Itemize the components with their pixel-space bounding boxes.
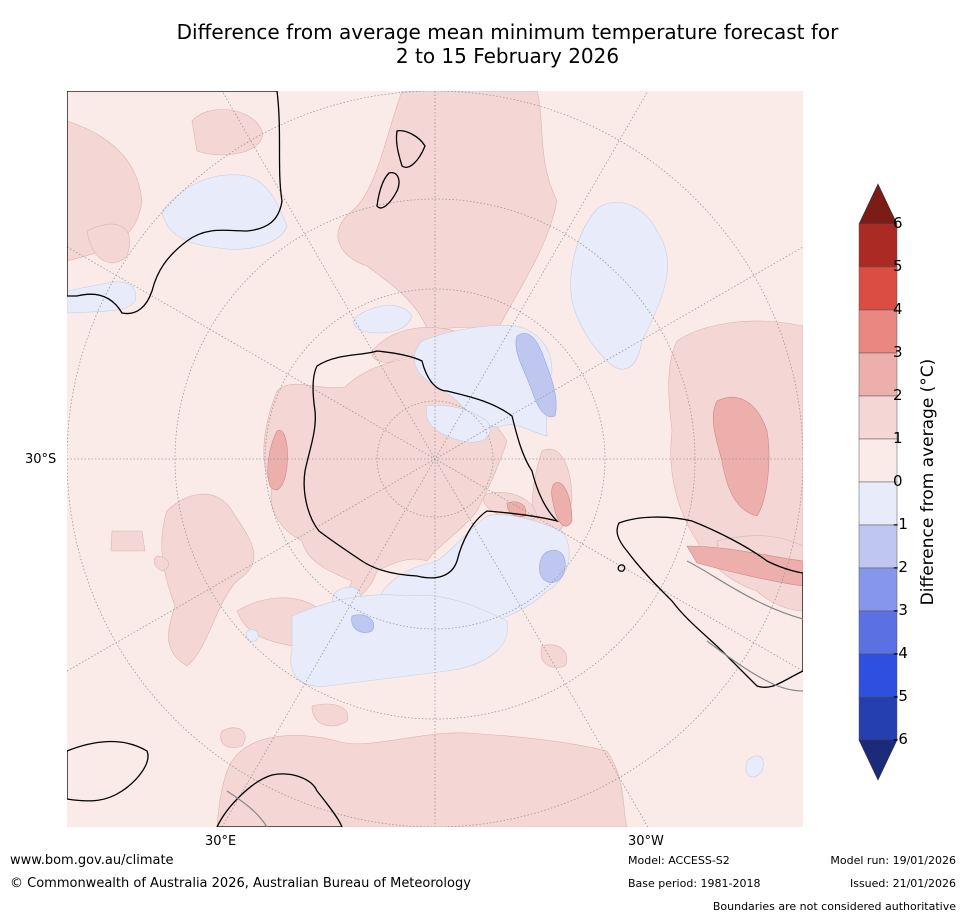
title-line-1: Difference from average mean minimum tem…	[176, 20, 839, 44]
colorbar-tick-label: 4	[893, 300, 903, 318]
new-zealand-south-coastline	[376, 172, 400, 209]
anomaly-area	[245, 629, 259, 642]
colorbar-level	[858, 524, 898, 569]
issued-text: Issued: 21/01/2026	[849, 877, 956, 890]
new-zealand-coastline	[395, 130, 426, 168]
antarctica-coastline	[303, 350, 560, 579]
country-border	[686, 560, 803, 620]
anomaly-area	[86, 223, 130, 264]
anomaly-area	[290, 594, 508, 687]
colorbar-level	[858, 309, 898, 354]
colorbar-level	[858, 438, 898, 483]
colorbar-tick-label: -3	[893, 601, 908, 619]
anomaly-area	[161, 174, 288, 250]
colorbar-extend-top	[858, 183, 898, 225]
anomaly-area	[161, 493, 255, 667]
anomaly-area	[311, 703, 349, 727]
colorbar-level	[858, 395, 898, 440]
anomaly-area	[551, 482, 573, 527]
anomaly-area	[686, 545, 803, 587]
lon-label-30e: 30°E	[205, 834, 237, 849]
africa-south-coastline	[216, 773, 343, 827]
anomaly-area	[153, 555, 170, 572]
anomaly-area	[351, 614, 374, 633]
lat-circle-75s	[376, 400, 494, 518]
anomaly-area	[540, 644, 567, 668]
anomaly-area	[216, 732, 628, 827]
copyright-text: © Commonwealth of Australia 2026, Austra…	[10, 876, 471, 891]
colorbar-tick-label: 5	[893, 257, 903, 275]
lon-label-30w: 30°W	[628, 834, 664, 849]
country-border	[706, 640, 803, 692]
colorbar	[858, 183, 898, 781]
base-period-text: Base period: 1981-2018	[628, 877, 761, 890]
anomaly-area	[191, 109, 263, 156]
colorbar-tick-label: 2	[893, 386, 903, 404]
anomaly-area	[425, 405, 491, 443]
anomaly-area	[745, 755, 764, 778]
colorbar-level	[858, 653, 898, 698]
anomaly-area	[67, 281, 137, 314]
colorbar-tick-label: 6	[893, 214, 903, 232]
country-borders	[226, 560, 803, 827]
model-text: Model: ACCESS-S2	[628, 854, 730, 867]
colorbar-level	[858, 266, 898, 311]
south-america-coastline	[616, 516, 803, 688]
colorbar-level	[858, 481, 898, 526]
graticule	[67, 91, 803, 827]
anomaly-area	[67, 120, 143, 262]
country-border	[226, 790, 268, 827]
lat-label-30s: 30°S	[25, 452, 57, 467]
meridian	[67, 246, 803, 672]
anomaly-areas-minus2-minus1	[351, 333, 566, 633]
colorbar-tick-label: 0	[893, 472, 903, 490]
anomaly-area	[220, 727, 246, 748]
anomaly-area	[570, 202, 668, 370]
coastlines	[67, 91, 803, 827]
colorbar-tick-label: -2	[893, 558, 908, 576]
model-run-text: Model run: 19/01/2026	[830, 854, 956, 867]
chart-title: Difference from average mean minimum tem…	[0, 20, 965, 68]
colorbar-tick-label: -6	[893, 730, 908, 748]
colorbar-tick-label: -1	[893, 515, 908, 533]
lat-circle-60s	[264, 288, 606, 630]
anomaly-areas-2-3	[267, 396, 803, 587]
disclaimer-text: Boundaries are not considered authoritat…	[712, 900, 956, 913]
australia-coastline	[67, 91, 283, 315]
south-georgia-coastline	[617, 564, 626, 572]
anomaly-area	[110, 530, 146, 552]
africa-coastline	[67, 740, 149, 802]
anomaly-area	[267, 429, 288, 491]
colorbar-label: Difference from average (°C)	[918, 358, 938, 606]
colorbar-tick-label: -5	[893, 687, 908, 705]
colorbar-tick-label: 1	[893, 429, 903, 447]
colorbar-extend-bottom	[858, 739, 898, 781]
colorbar-level	[858, 352, 898, 397]
colorbar-level	[858, 567, 898, 612]
colorbar-level	[858, 223, 898, 268]
colorbar-level	[858, 610, 898, 655]
colorbar-tick-label: 3	[893, 343, 903, 361]
colorbar-level	[858, 696, 898, 741]
website-link[interactable]: www.bom.gov.au/climate	[10, 853, 174, 868]
anomaly-area	[712, 396, 770, 517]
anomaly-area	[515, 333, 557, 418]
colorbar-tick-label: -4	[893, 644, 908, 662]
polar-map	[67, 91, 803, 827]
title-line-2: 2 to 15 February 2026	[395, 44, 620, 68]
anomaly-area	[539, 549, 566, 583]
anomaly-area	[353, 305, 413, 334]
